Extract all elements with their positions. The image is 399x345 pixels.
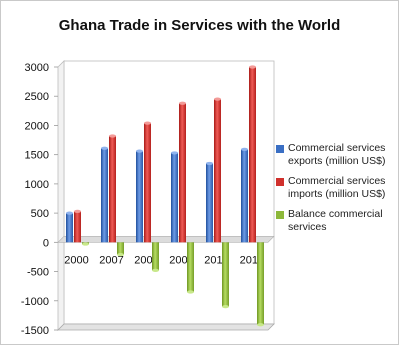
bar-cap — [257, 323, 264, 327]
legend: Commercial services exports (million US$… — [276, 142, 396, 241]
floor — [57, 323, 275, 331]
bar-imports-2008 — [144, 123, 151, 243]
bar-cap — [222, 305, 229, 309]
side-wall — [57, 60, 65, 331]
y-tick-label: -1500 — [21, 325, 49, 337]
bar-balance-2011 — [257, 242, 264, 325]
bar-cap — [144, 121, 151, 125]
y-tick-label: 0 — [43, 237, 49, 249]
y-tick-label: 1500 — [25, 150, 49, 162]
bar-cap — [101, 146, 108, 150]
bar-imports-2007 — [109, 135, 116, 243]
bar-cap — [74, 209, 81, 213]
bar-imports-2000 — [74, 211, 81, 243]
y-tick-label: 2000 — [25, 120, 49, 132]
bar-balance-2007 — [117, 242, 124, 255]
bar-cap — [179, 101, 186, 105]
bar-exports-2009 — [171, 152, 178, 243]
bar-exports-2011 — [241, 149, 248, 243]
legend-label: Balance commercial services — [288, 208, 383, 233]
bar-cap — [117, 253, 124, 257]
y-tick-label: 2500 — [25, 91, 49, 103]
y-tick-label: 3000 — [25, 62, 49, 74]
bar-cap — [214, 97, 221, 101]
legend-label: Commercial services imports (million US$… — [288, 175, 386, 200]
legend-swatch — [276, 145, 284, 153]
bar-cap — [152, 268, 159, 272]
bar-exports-2007 — [101, 148, 108, 243]
legend-item: Commercial services imports (million US$… — [276, 175, 396, 201]
chart-title: Ghana Trade in Services with the World — [58, 17, 341, 34]
bar-cap — [136, 149, 143, 153]
bar-exports-2010 — [206, 163, 213, 243]
bar-exports-2008 — [136, 151, 143, 243]
y-tick-label: -1000 — [21, 296, 49, 308]
bar-imports-2011 — [249, 67, 256, 243]
x-tick-label: 2000 — [64, 254, 88, 266]
bar-cap — [66, 211, 73, 215]
legend-label: Commercial services exports (million US$… — [288, 142, 386, 167]
bar-balance-2009 — [187, 242, 194, 293]
y-tick-label: 500 — [31, 208, 49, 220]
bar-cap — [187, 290, 194, 294]
bar-cap — [82, 242, 89, 246]
legend-item: Commercial services exports (million US$… — [276, 142, 396, 168]
bar-cap — [206, 161, 213, 166]
x-tick-label: 2007 — [99, 254, 123, 266]
bar-cap — [249, 65, 256, 69]
bar-cap — [171, 151, 178, 155]
legend-swatch — [276, 178, 284, 186]
bar-balance-2010 — [222, 242, 229, 307]
back-wall — [63, 60, 275, 325]
y-tick-label: 1000 — [25, 179, 49, 191]
bar-cap — [109, 134, 116, 138]
legend-swatch — [276, 211, 284, 219]
y-tick-label: -500 — [27, 267, 49, 279]
bar-balance-2008 — [152, 242, 159, 271]
bar-cap — [241, 147, 248, 152]
legend-item: Balance commercial services — [276, 208, 396, 234]
bar-imports-2009 — [179, 103, 186, 243]
bar-exports-2000 — [66, 213, 73, 243]
bar-imports-2010 — [214, 99, 221, 243]
